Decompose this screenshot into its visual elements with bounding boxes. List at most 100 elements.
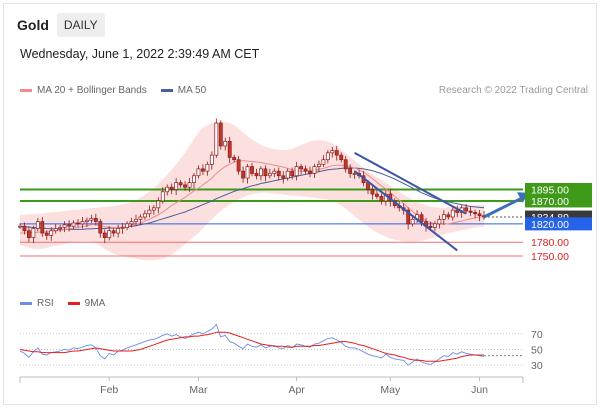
rsi-tick-50: 50 (531, 344, 543, 356)
candle-body (245, 166, 250, 179)
candle-body (473, 212, 477, 215)
candle-body (236, 159, 241, 172)
candle-body (187, 182, 192, 188)
candle-body (437, 218, 442, 225)
candle-body (321, 159, 326, 165)
candle-body (147, 209, 152, 215)
rsi-line (19, 323, 485, 366)
candle-body (85, 219, 89, 222)
level-tag-bg-1870.00 (525, 194, 592, 208)
candle-body (49, 230, 54, 236)
candle-body (330, 150, 335, 154)
candle-body (107, 230, 112, 238)
candle-body (169, 186, 174, 190)
candle-body (178, 182, 183, 186)
candle-body (71, 222, 76, 227)
candle-body (419, 214, 424, 222)
candle-body (27, 230, 31, 238)
candle-body (450, 209, 455, 218)
candle-body (375, 193, 379, 197)
chart-card: Gold DAILY Wednesday, June 1, 2022 2:39:… (3, 3, 597, 405)
candle-body (410, 218, 415, 225)
candle-body (18, 225, 22, 228)
rsi-legend: RSI 9MA (20, 298, 105, 309)
candle-body (111, 230, 116, 234)
candle-body (263, 168, 268, 177)
candle-body (102, 232, 107, 238)
candle-body (241, 170, 245, 179)
candle-body (156, 200, 161, 209)
chart-header: Gold DAILY (17, 13, 105, 37)
legend-rsi: RSI (20, 298, 54, 309)
level-tag-1750.00: 1750.00 (531, 251, 569, 263)
candle-body (196, 168, 201, 177)
candle-body (201, 168, 205, 172)
candle-body (134, 218, 138, 222)
candle-body (250, 166, 254, 174)
level-tag-1870.00: 1870.00 (531, 196, 569, 208)
timeframe-badge[interactable]: DAILY (56, 13, 105, 37)
candle-body (98, 221, 103, 234)
candle-body (276, 170, 281, 177)
candle-body (22, 225, 27, 232)
candle-body (433, 223, 437, 228)
candle-body (303, 168, 308, 172)
candle-body (348, 168, 353, 174)
timestamp: Wednesday, June 1, 2022 2:39:49 AM CET (20, 47, 260, 61)
instrument-title: Gold (17, 17, 49, 33)
x-axis-label-Feb: Feb (100, 384, 118, 396)
candle-body (89, 218, 94, 221)
price-legend: MA 20 + Bollinger Bands MA 50 (20, 85, 206, 96)
x-axis-label-Mar: Mar (189, 384, 208, 396)
legend-ma20-label: MA 20 + Bollinger Bands (37, 85, 147, 96)
channel-upper-line (354, 151, 467, 215)
candle-body (31, 228, 36, 238)
candle-body (120, 227, 125, 229)
candle-body (406, 209, 411, 225)
candle-body (428, 225, 433, 228)
candle-body (174, 182, 179, 190)
candle-body (143, 213, 147, 218)
bollinger-band (20, 121, 484, 261)
candle-body (129, 221, 134, 225)
candle-body (160, 191, 165, 202)
candle-body (223, 141, 228, 147)
legend-ma50-label: MA 50 (177, 85, 207, 96)
candle-body (192, 175, 196, 183)
candle-body (339, 154, 344, 161)
candle-body (227, 141, 232, 158)
level-tag-1780.00: 1780.00 (531, 237, 569, 249)
candle-body (366, 182, 370, 190)
rsi-swatch (20, 302, 32, 305)
research-credit: Research © 2022 Trading Central (438, 85, 588, 96)
candle-body (138, 216, 143, 220)
candle-body (267, 173, 272, 177)
rsi-ma9-line (19, 331, 484, 362)
candle-body (285, 170, 290, 179)
rsi-tick-70: 70 (531, 329, 543, 341)
candle-body (281, 175, 286, 179)
level-tag-1820.00: 1820.00 (531, 219, 569, 231)
candle-body (254, 173, 259, 177)
candle-body (125, 223, 129, 228)
candle-body (80, 221, 85, 225)
candle-body (334, 150, 339, 156)
candle-body (446, 214, 451, 218)
candle-body (343, 159, 348, 170)
legend-rsi-label: RSI (37, 298, 54, 309)
candle-body (93, 218, 98, 222)
candle-body (62, 224, 67, 228)
candle-body (379, 196, 384, 202)
forecast-arrow-shaft (483, 196, 524, 219)
candle-body (67, 224, 71, 227)
candle-body (294, 166, 299, 177)
candle-body (455, 209, 460, 213)
chart-svg[interactable]: 1895.001870.001834.891820.001780.001750.… (4, 4, 596, 404)
channel-lower-line (354, 170, 458, 252)
candle-body (53, 228, 58, 232)
level-tag-bg-1895.00 (525, 183, 592, 196)
legend-ma9-label: 9MA (84, 298, 106, 309)
legend-ma50: MA 50 (160, 85, 207, 96)
candle-body (477, 213, 482, 216)
candle-body (205, 163, 210, 172)
